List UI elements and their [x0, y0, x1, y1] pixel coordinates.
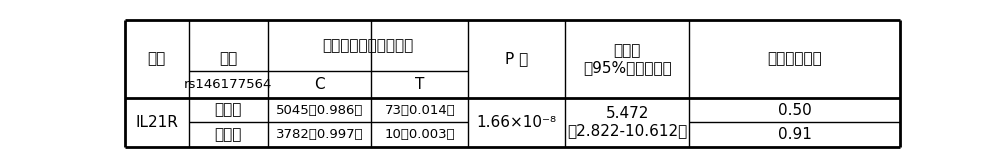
- Text: 基因: 基因: [148, 51, 166, 66]
- Text: IL21R: IL21R: [135, 115, 178, 130]
- Text: 对照组: 对照组: [214, 127, 242, 142]
- Text: 比值比
（95%置信区间）: 比值比 （95%置信区间）: [583, 43, 672, 75]
- Text: 5045（0.986）: 5045（0.986）: [276, 103, 363, 116]
- Text: rs146177564: rs146177564: [184, 78, 272, 91]
- Text: 3782（0.997）: 3782（0.997）: [276, 128, 363, 141]
- Text: 病例组: 病例组: [214, 102, 242, 117]
- Text: 位点: 位点: [219, 51, 237, 66]
- Text: 10（0.003）: 10（0.003）: [385, 128, 455, 141]
- Text: C: C: [314, 77, 325, 92]
- Text: P 值: P 值: [505, 51, 528, 66]
- Text: 0.50: 0.50: [778, 102, 811, 117]
- Text: 0.91: 0.91: [778, 127, 812, 142]
- Text: 1.66×10⁻⁸: 1.66×10⁻⁸: [477, 115, 557, 130]
- Text: 等位基因的个数和频率: 等位基因的个数和频率: [322, 38, 414, 53]
- Text: 5.472
（2.822-10.612）: 5.472 （2.822-10.612）: [567, 106, 687, 139]
- Text: T: T: [415, 77, 425, 92]
- Text: 73（0.014）: 73（0.014）: [385, 103, 455, 116]
- Text: 遗传平衡检验: 遗传平衡检验: [767, 51, 822, 66]
